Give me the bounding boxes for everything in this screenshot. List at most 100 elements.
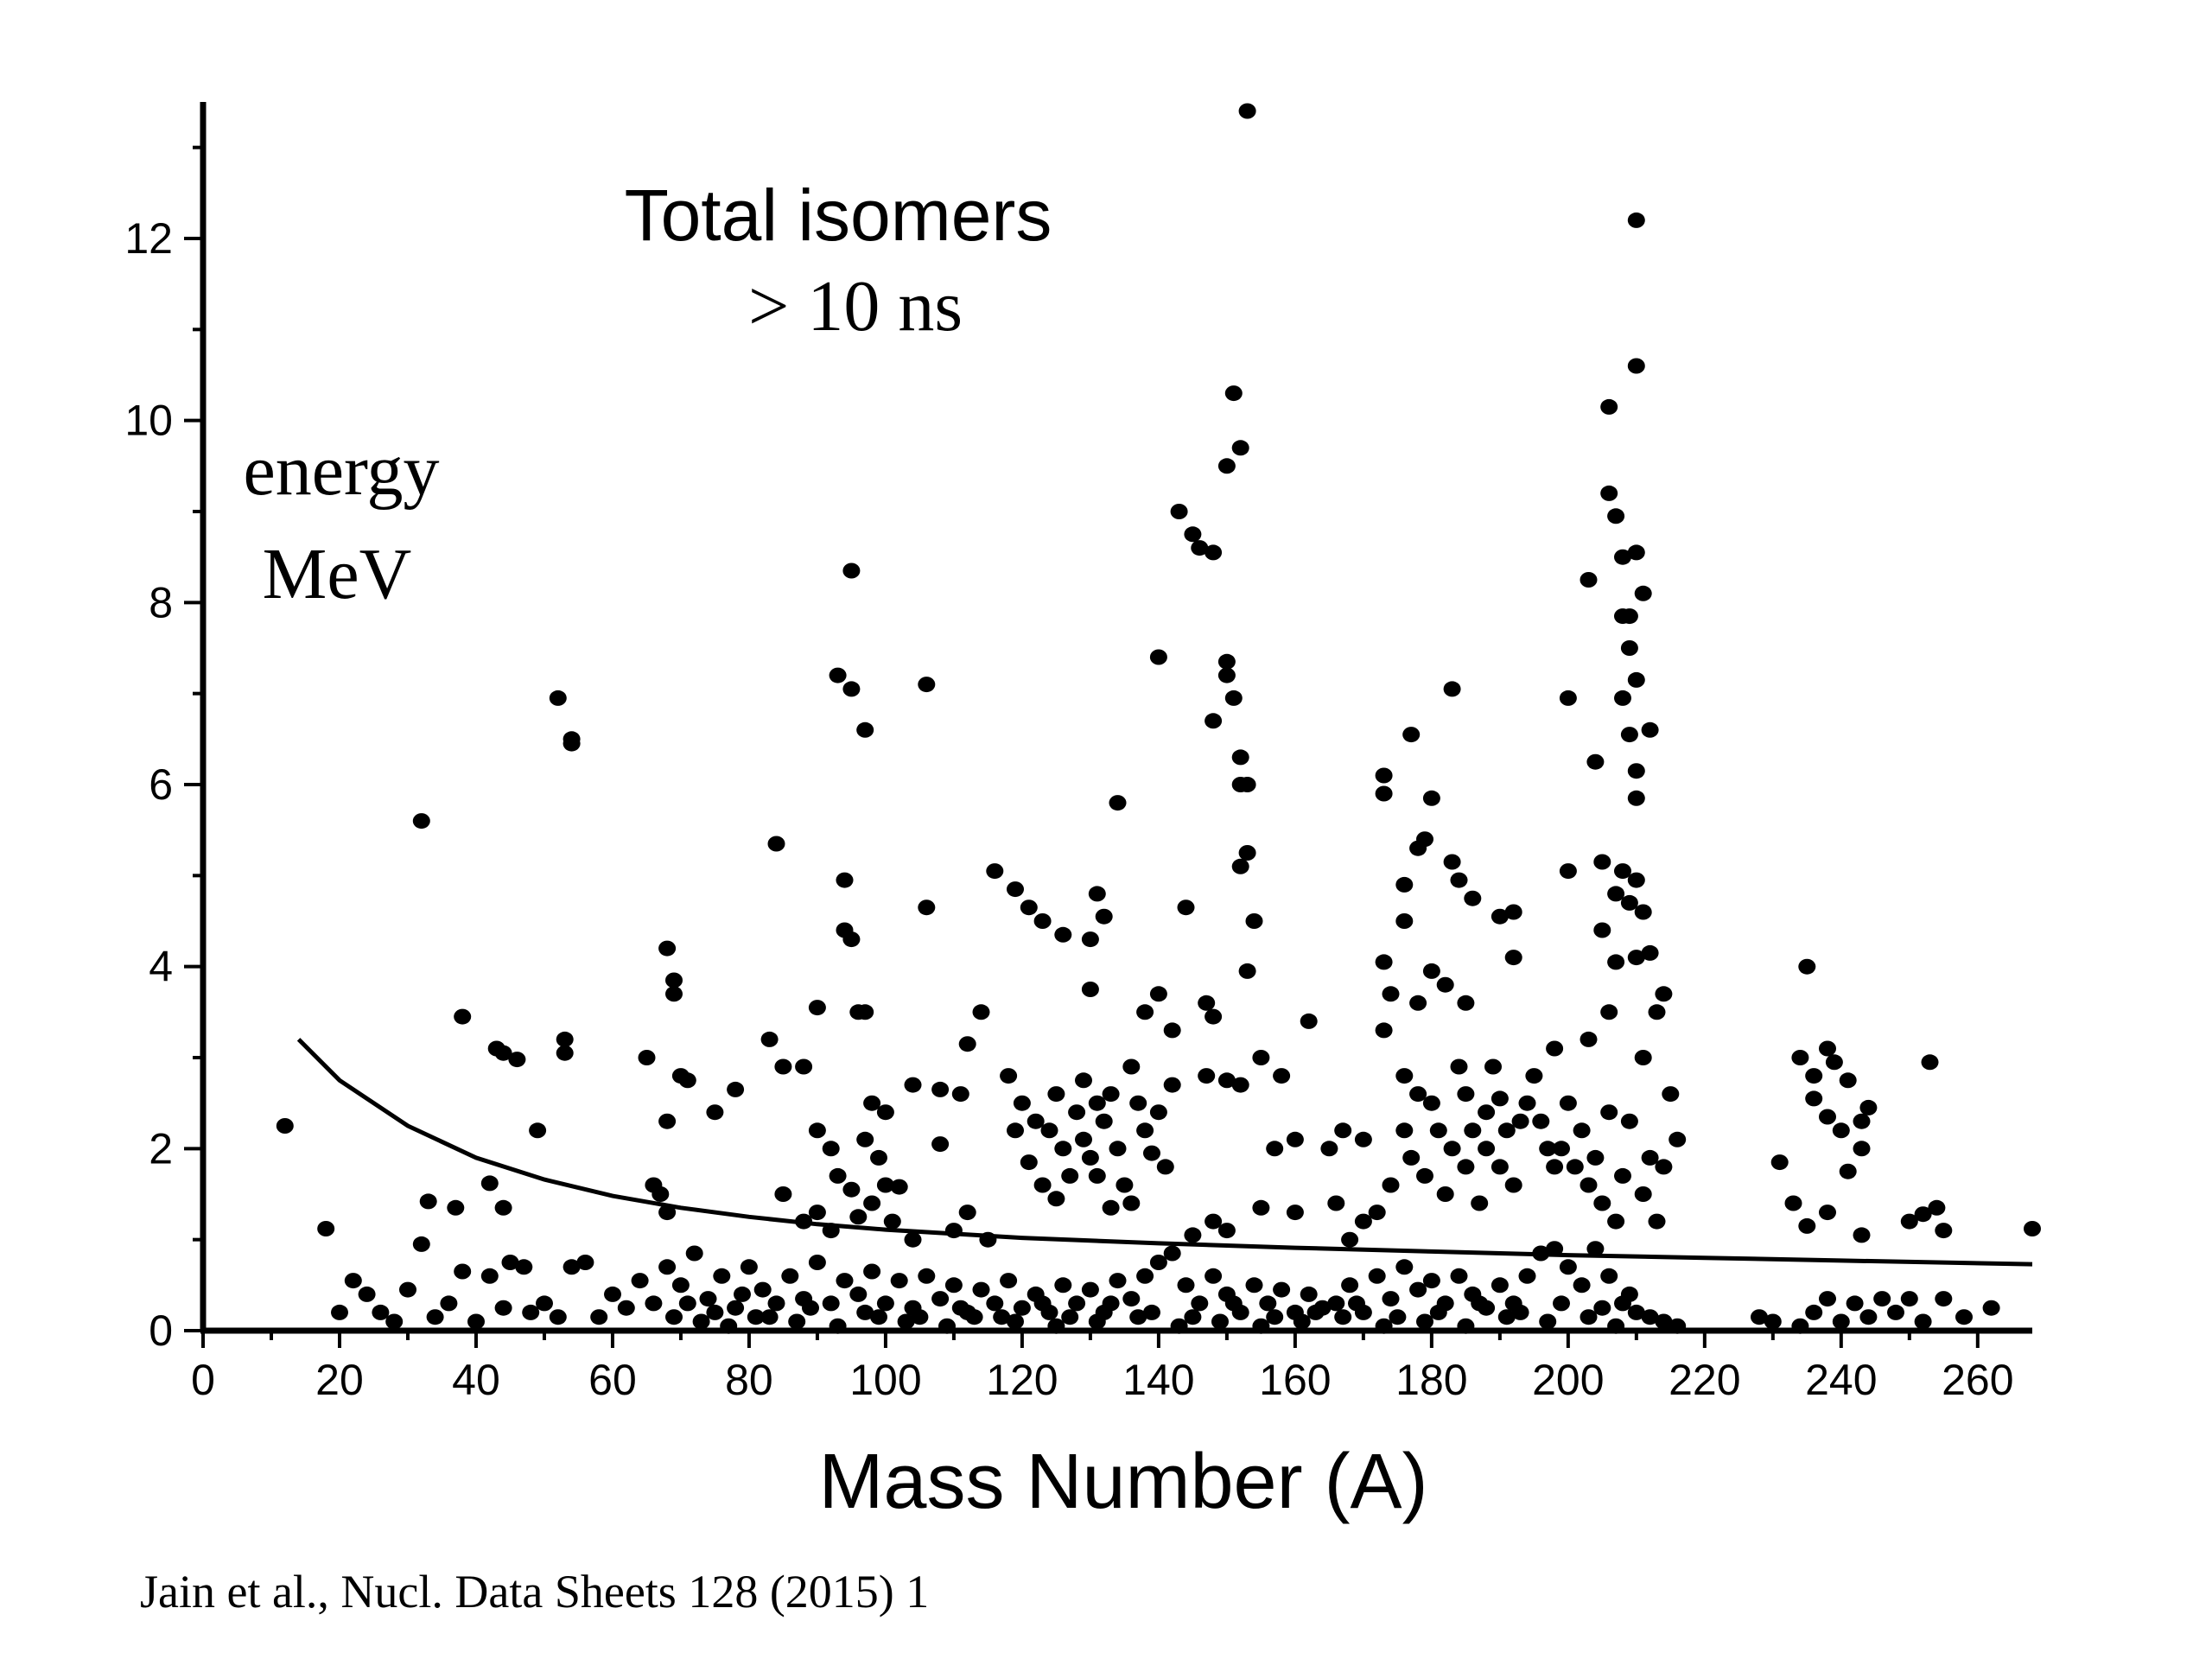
- data-point: [665, 1309, 683, 1325]
- data-point: [1614, 863, 1631, 880]
- data-point: [1805, 1304, 1823, 1320]
- data-point: [447, 1199, 465, 1216]
- x-tick-label: 60: [588, 1356, 637, 1404]
- data-point: [1245, 1277, 1263, 1294]
- data-point: [1075, 1072, 1092, 1089]
- data-point: [1068, 1104, 1086, 1121]
- data-point: [1184, 1227, 1202, 1243]
- data-point: [1532, 1245, 1550, 1262]
- data-point: [1627, 1304, 1645, 1320]
- data-point: [1382, 986, 1400, 1002]
- data-point: [918, 899, 936, 916]
- data-point: [1464, 890, 1482, 906]
- data-point: [1238, 963, 1256, 979]
- data-point: [1429, 1122, 1447, 1139]
- data-point: [1422, 790, 1440, 806]
- data-point: [1252, 1318, 1270, 1334]
- data-point: [1143, 1145, 1160, 1161]
- data-point: [536, 1295, 553, 1312]
- data-point: [836, 872, 854, 888]
- data-point: [904, 1231, 922, 1248]
- data-point: [1669, 1131, 1687, 1147]
- data-point: [1853, 1227, 1871, 1243]
- data-point: [1853, 1141, 1871, 1157]
- data-point: [1457, 1318, 1475, 1334]
- data-point: [556, 1031, 574, 1047]
- data-point: [1504, 950, 1522, 966]
- data-point: [836, 1273, 854, 1289]
- data-point: [1054, 926, 1072, 943]
- data-point: [944, 1223, 963, 1239]
- data-point: [993, 1309, 1011, 1325]
- data-point: [1655, 1313, 1673, 1330]
- data-point: [863, 1195, 881, 1211]
- data-point: [1600, 485, 1618, 501]
- data-point: [1109, 795, 1127, 811]
- data-point: [911, 1309, 929, 1325]
- data-point: [1982, 1300, 2000, 1316]
- data-point: [563, 735, 581, 752]
- data-point: [1375, 954, 1393, 970]
- x-tick-label: 20: [315, 1356, 364, 1404]
- data-point: [1914, 1206, 1932, 1223]
- data-point: [385, 1313, 404, 1330]
- data-point: [931, 1291, 950, 1307]
- data-point: [1252, 1199, 1270, 1216]
- data-point: [1088, 886, 1106, 902]
- data-point: [1109, 1273, 1127, 1289]
- data-point: [1266, 1141, 1284, 1157]
- data-point: [931, 1081, 950, 1097]
- data-point: [1088, 1095, 1106, 1111]
- data-point: [1020, 899, 1038, 916]
- data-point: [1122, 1291, 1141, 1307]
- data-point: [958, 1036, 976, 1052]
- data-point: [1334, 1309, 1352, 1325]
- data-point: [480, 1268, 499, 1284]
- data-point: [1095, 1113, 1113, 1129]
- data-point: [1935, 1223, 1953, 1239]
- data-point: [1231, 1077, 1249, 1093]
- data-point: [1553, 1141, 1570, 1157]
- data-point: [1217, 1072, 1236, 1089]
- data-point: [529, 1122, 547, 1139]
- data-point: [1504, 1177, 1522, 1193]
- data-point: [802, 1300, 819, 1316]
- data-point: [1000, 1068, 1018, 1084]
- data-point: [652, 1186, 670, 1202]
- data-point: [1027, 1113, 1045, 1129]
- y-axis-label-line2: MeV: [263, 534, 412, 614]
- data-point: [1116, 1177, 1134, 1193]
- data-point: [890, 1273, 908, 1289]
- data-point: [829, 667, 847, 683]
- data-point: [1669, 1318, 1687, 1334]
- data-point: [1177, 1277, 1195, 1294]
- data-point: [856, 721, 874, 738]
- data-point: [1620, 608, 1638, 625]
- data-point: [1252, 1050, 1270, 1065]
- data-point: [734, 1286, 751, 1302]
- data-point: [685, 1245, 703, 1262]
- data-point: [1620, 640, 1638, 656]
- x-tick-label: 120: [986, 1356, 1058, 1404]
- data-point: [1047, 1191, 1065, 1207]
- data-point: [1191, 1295, 1209, 1312]
- data-point: [1102, 1295, 1120, 1312]
- data-point: [1129, 1309, 1147, 1325]
- data-points: [276, 103, 2041, 1334]
- data-point: [1614, 1167, 1631, 1184]
- data-point: [1751, 1309, 1768, 1325]
- data-point: [1443, 681, 1461, 697]
- x-ticks: 0 20 40 60 80 100 120 140 160 180 200 220 240 260: [191, 1331, 2014, 1404]
- data-point: [842, 563, 861, 579]
- data-point: [678, 1295, 696, 1312]
- data-point: [1061, 1167, 1079, 1184]
- data-point: [1341, 1231, 1359, 1248]
- data-point: [706, 1104, 724, 1121]
- data-point: [1641, 1309, 1659, 1325]
- data-point: [890, 1179, 908, 1195]
- data-point: [1559, 1095, 1577, 1111]
- x-tick-label: 80: [725, 1356, 773, 1404]
- data-point: [1033, 913, 1052, 929]
- data-point: [480, 1175, 499, 1192]
- data-point: [1395, 1122, 1414, 1139]
